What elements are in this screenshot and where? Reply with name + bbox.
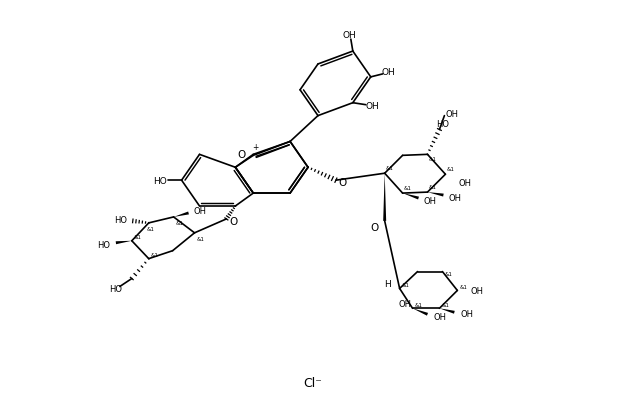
Text: &1: &1 bbox=[176, 221, 183, 226]
Text: HO: HO bbox=[436, 120, 449, 129]
Polygon shape bbox=[403, 194, 419, 200]
Text: OH: OH bbox=[449, 193, 462, 202]
Text: OH: OH bbox=[446, 110, 459, 119]
Text: &1: &1 bbox=[197, 237, 205, 242]
Text: O: O bbox=[237, 150, 245, 160]
Text: HO: HO bbox=[115, 216, 127, 225]
Text: O: O bbox=[371, 222, 379, 232]
Text: &1: &1 bbox=[402, 282, 409, 287]
Text: OH: OH bbox=[459, 178, 472, 187]
Text: OH: OH bbox=[424, 196, 437, 205]
Text: HO: HO bbox=[110, 284, 122, 293]
Text: &1: &1 bbox=[429, 157, 436, 161]
Text: &1: &1 bbox=[151, 253, 158, 258]
Polygon shape bbox=[116, 241, 132, 244]
Text: OH: OH bbox=[398, 299, 411, 308]
Text: &1: &1 bbox=[446, 166, 454, 171]
Text: OH: OH bbox=[434, 312, 447, 321]
Text: &1: &1 bbox=[134, 235, 141, 240]
Polygon shape bbox=[173, 212, 189, 217]
Text: &1: &1 bbox=[386, 165, 394, 170]
Text: OH: OH bbox=[382, 68, 396, 77]
Text: OH: OH bbox=[343, 31, 357, 40]
Text: OH: OH bbox=[366, 102, 379, 111]
Text: Cl⁻: Cl⁻ bbox=[304, 376, 322, 389]
Text: &1: &1 bbox=[414, 302, 423, 307]
Polygon shape bbox=[428, 192, 444, 197]
Text: O: O bbox=[339, 178, 347, 188]
Text: &1: &1 bbox=[404, 185, 411, 190]
Polygon shape bbox=[383, 174, 386, 221]
Text: &1: &1 bbox=[444, 271, 453, 276]
Text: OH: OH bbox=[461, 309, 474, 318]
Text: O: O bbox=[229, 216, 237, 226]
Text: &1: &1 bbox=[429, 184, 436, 189]
Polygon shape bbox=[439, 309, 454, 314]
Text: H: H bbox=[384, 279, 391, 288]
Text: HO: HO bbox=[153, 176, 167, 185]
Text: &1: &1 bbox=[146, 227, 155, 232]
Text: OH: OH bbox=[193, 207, 206, 216]
Text: &1: &1 bbox=[441, 302, 449, 307]
Text: OH: OH bbox=[471, 286, 484, 295]
Text: +: + bbox=[252, 143, 259, 152]
Text: HO: HO bbox=[98, 241, 110, 249]
Polygon shape bbox=[413, 309, 428, 316]
Text: &1: &1 bbox=[459, 284, 467, 289]
